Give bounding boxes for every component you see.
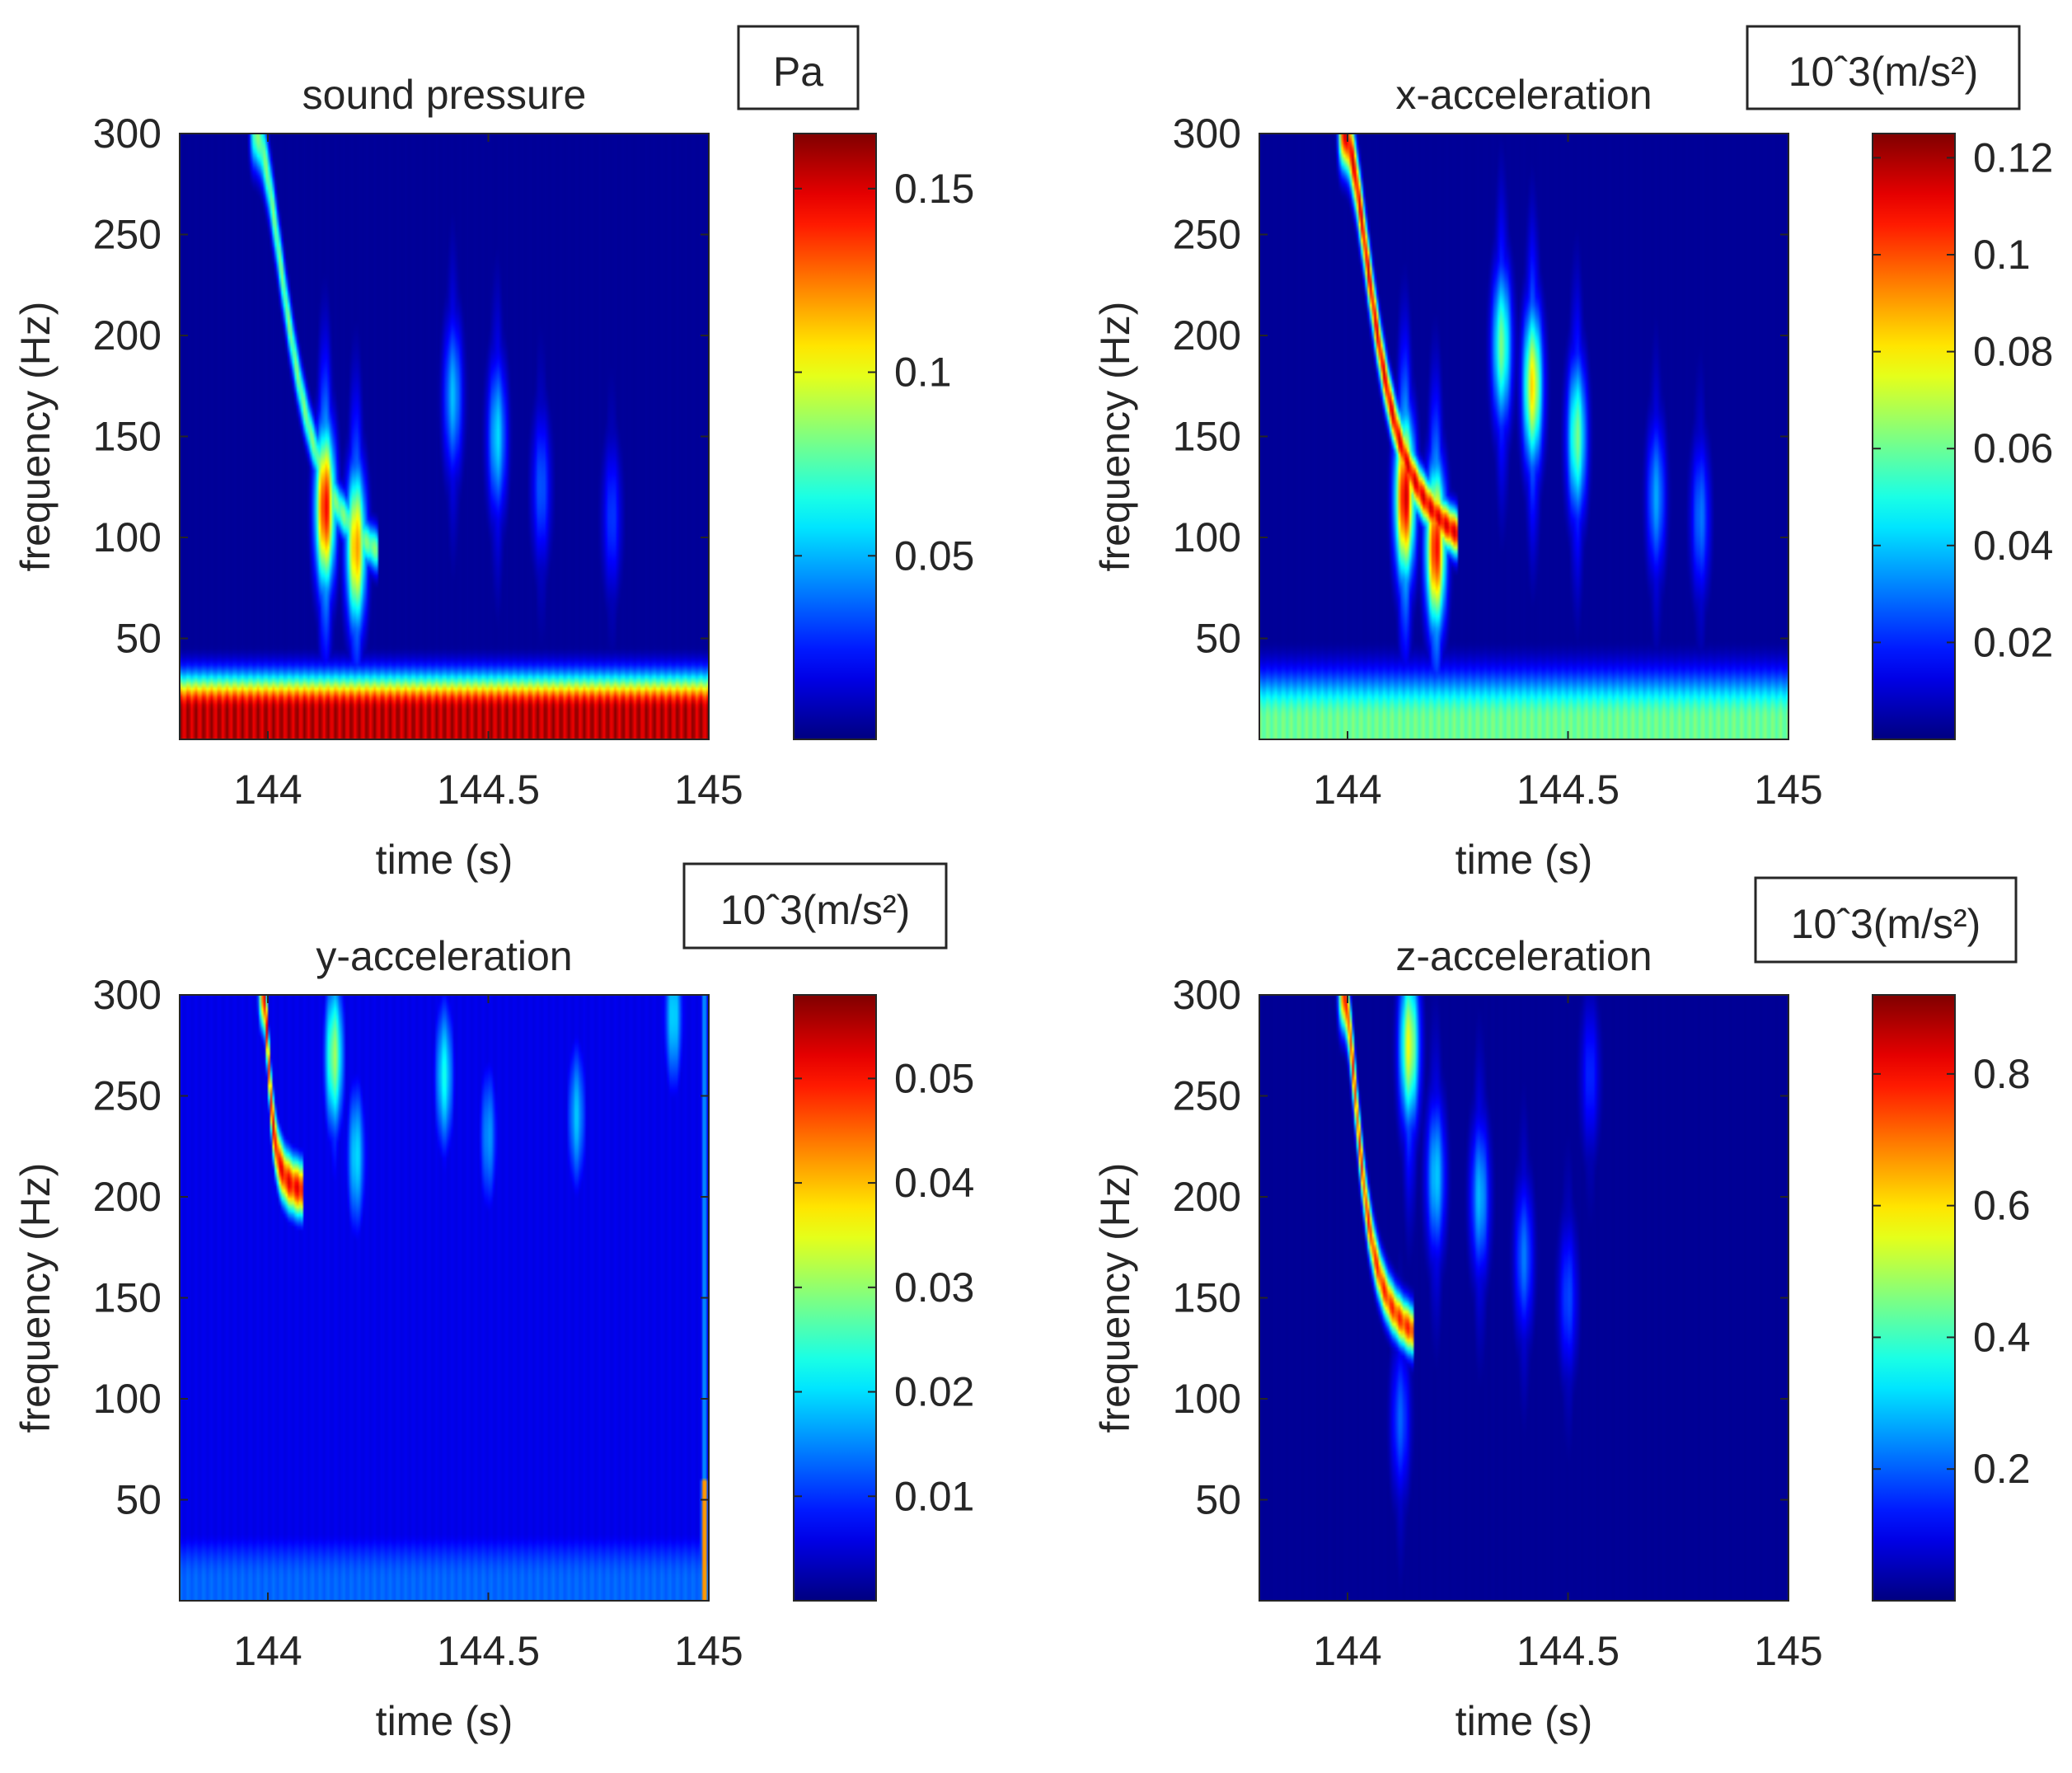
- x-tick-label: 144.5: [437, 1628, 540, 1674]
- y-tick-label: 100: [93, 514, 162, 561]
- colorbar-tick-label: 0.8: [1973, 1051, 2031, 1097]
- colorbar-tick-label: 0.02: [894, 1369, 974, 1415]
- colorbar-scale: [793, 994, 877, 1602]
- y-tick-label: 250: [1173, 1073, 1241, 1119]
- y-tick-label: 50: [1195, 1477, 1241, 1523]
- y-tick-label: 150: [1173, 414, 1241, 460]
- colorbar: 0.01 0.02 0.03 0.04 0.05: [793, 994, 974, 1602]
- colorbar-tick-label: 0.1: [1973, 232, 2031, 278]
- y-axis-label: frequency (Hz): [1092, 302, 1138, 572]
- y-tick-label: 250: [1173, 212, 1241, 258]
- x-tick-label: 144.5: [437, 767, 540, 813]
- colorbar-tick-label: 0.2: [1973, 1446, 2031, 1492]
- colorbar-tick-label: 0.05: [894, 1055, 974, 1101]
- panel-2: x-acceleration 144 144.5 145 50 100 150 200 250 3…: [1092, 25, 2053, 883]
- x-axis-label: time (s): [376, 1698, 513, 1744]
- x-tick-label: 144: [1313, 1628, 1381, 1674]
- y-tick-label: 200: [93, 1174, 162, 1220]
- y-tick-label: 300: [1173, 110, 1241, 157]
- y-tick-label: 150: [93, 1275, 162, 1321]
- colorbar: 0.02 0.04 0.06 0.08 0.1 0.12: [1872, 133, 2053, 740]
- panel-1: sound pressure 144 144.5 145 50 100 150 200 250 3…: [12, 25, 974, 883]
- spectrogram-image: [180, 995, 709, 1601]
- x-tick-label: 144: [233, 1628, 302, 1674]
- colorbar-tick-label: 0.15: [894, 166, 974, 212]
- unit-label-box: [1746, 25, 2021, 110]
- colorbar: 0.2 0.4 0.6 0.8: [1872, 994, 2031, 1602]
- y-tick-label: 250: [93, 1073, 162, 1119]
- colorbar-tick-label: 0.01: [894, 1473, 974, 1519]
- spectrogram-image: [1259, 995, 1788, 1601]
- x-tick-label: 145: [674, 1628, 743, 1674]
- colorbar-tick-label: 0.08: [1973, 329, 2053, 375]
- unit-label: 10ˆ3(m/s²): [1791, 901, 1981, 947]
- colorbar-tick-label: 0.6: [1973, 1183, 2031, 1229]
- y-tick-label: 150: [1173, 1275, 1241, 1321]
- x-tick-label: 145: [674, 767, 743, 813]
- unit-label: Pa: [773, 49, 823, 95]
- colorbar-tick-label: 0.06: [1973, 425, 2053, 471]
- y-tick-label: 50: [115, 616, 162, 662]
- y-tick-label: 100: [93, 1376, 162, 1422]
- spectrogram-image: [1259, 134, 1788, 739]
- panel-4: z-acceleration 144 144.5 145 50 100 150 200 250 3…: [1092, 876, 2031, 1744]
- colorbar-tick-label: 0.04: [894, 1160, 974, 1206]
- x-tick-label: 145: [1754, 767, 1822, 813]
- colorbar-tick-label: 0.05: [894, 532, 974, 579]
- plot-title: sound pressure: [302, 72, 587, 118]
- y-tick-label: 50: [115, 1477, 162, 1523]
- colorbar-tick-label: 0.1: [894, 349, 952, 396]
- y-tick-label: 300: [93, 110, 162, 157]
- y-tick-label: 100: [1173, 514, 1241, 561]
- plot-title: z-acceleration: [1395, 933, 1652, 979]
- y-axis-label: frequency (Hz): [12, 1163, 59, 1433]
- x-tick-label: 145: [1754, 1628, 1822, 1674]
- colorbar-tick-label: 0.02: [1973, 619, 2053, 665]
- y-axis-label: frequency (Hz): [12, 302, 59, 572]
- y-tick-label: 50: [1195, 616, 1241, 662]
- unit-label: 10ˆ3(m/s²): [720, 887, 911, 933]
- unit-label-box: [1754, 876, 2018, 964]
- y-tick-label: 300: [93, 972, 162, 1018]
- x-tick-label: 144: [1313, 767, 1381, 813]
- colorbar: 0.05 0.1 0.15: [793, 133, 974, 740]
- panel-3: y-acceleration 144 144.5 145 50 100 150 200 250 3…: [12, 862, 974, 1744]
- x-axis-label: time (s): [376, 837, 513, 883]
- unit-label-box: [737, 25, 860, 110]
- colorbar-tick-label: 0.03: [894, 1264, 974, 1311]
- y-tick-label: 200: [93, 312, 162, 359]
- y-tick-label: 100: [1173, 1376, 1241, 1422]
- colorbar-scale: [1872, 994, 1956, 1602]
- y-tick-label: 150: [93, 414, 162, 460]
- unit-label: 10ˆ3(m/s²): [1788, 49, 1979, 95]
- y-tick-label: 200: [1173, 1174, 1241, 1220]
- colorbar-scale: [793, 133, 877, 740]
- x-tick-label: 144.5: [1516, 1628, 1620, 1674]
- colorbar-scale: [1872, 133, 1956, 740]
- x-axis-label: time (s): [1456, 1698, 1593, 1744]
- y-tick-label: 200: [1173, 312, 1241, 359]
- y-tick-label: 300: [1173, 972, 1241, 1018]
- colorbar-tick-label: 0.12: [1973, 134, 2053, 181]
- y-tick-label: 250: [93, 212, 162, 258]
- colorbar-tick-label: 0.4: [1973, 1314, 2031, 1360]
- x-tick-label: 144: [233, 767, 302, 813]
- y-axis-label: frequency (Hz): [1092, 1163, 1138, 1433]
- unit-label-box: [682, 862, 948, 950]
- x-tick-label: 144.5: [1516, 767, 1620, 813]
- spectrogram-image: [180, 134, 709, 739]
- colorbar-tick-label: 0.04: [1973, 523, 2053, 569]
- plot-title: x-acceleration: [1395, 72, 1652, 118]
- plot-title: y-acceleration: [316, 933, 572, 979]
- x-axis-label: time (s): [1456, 837, 1593, 883]
